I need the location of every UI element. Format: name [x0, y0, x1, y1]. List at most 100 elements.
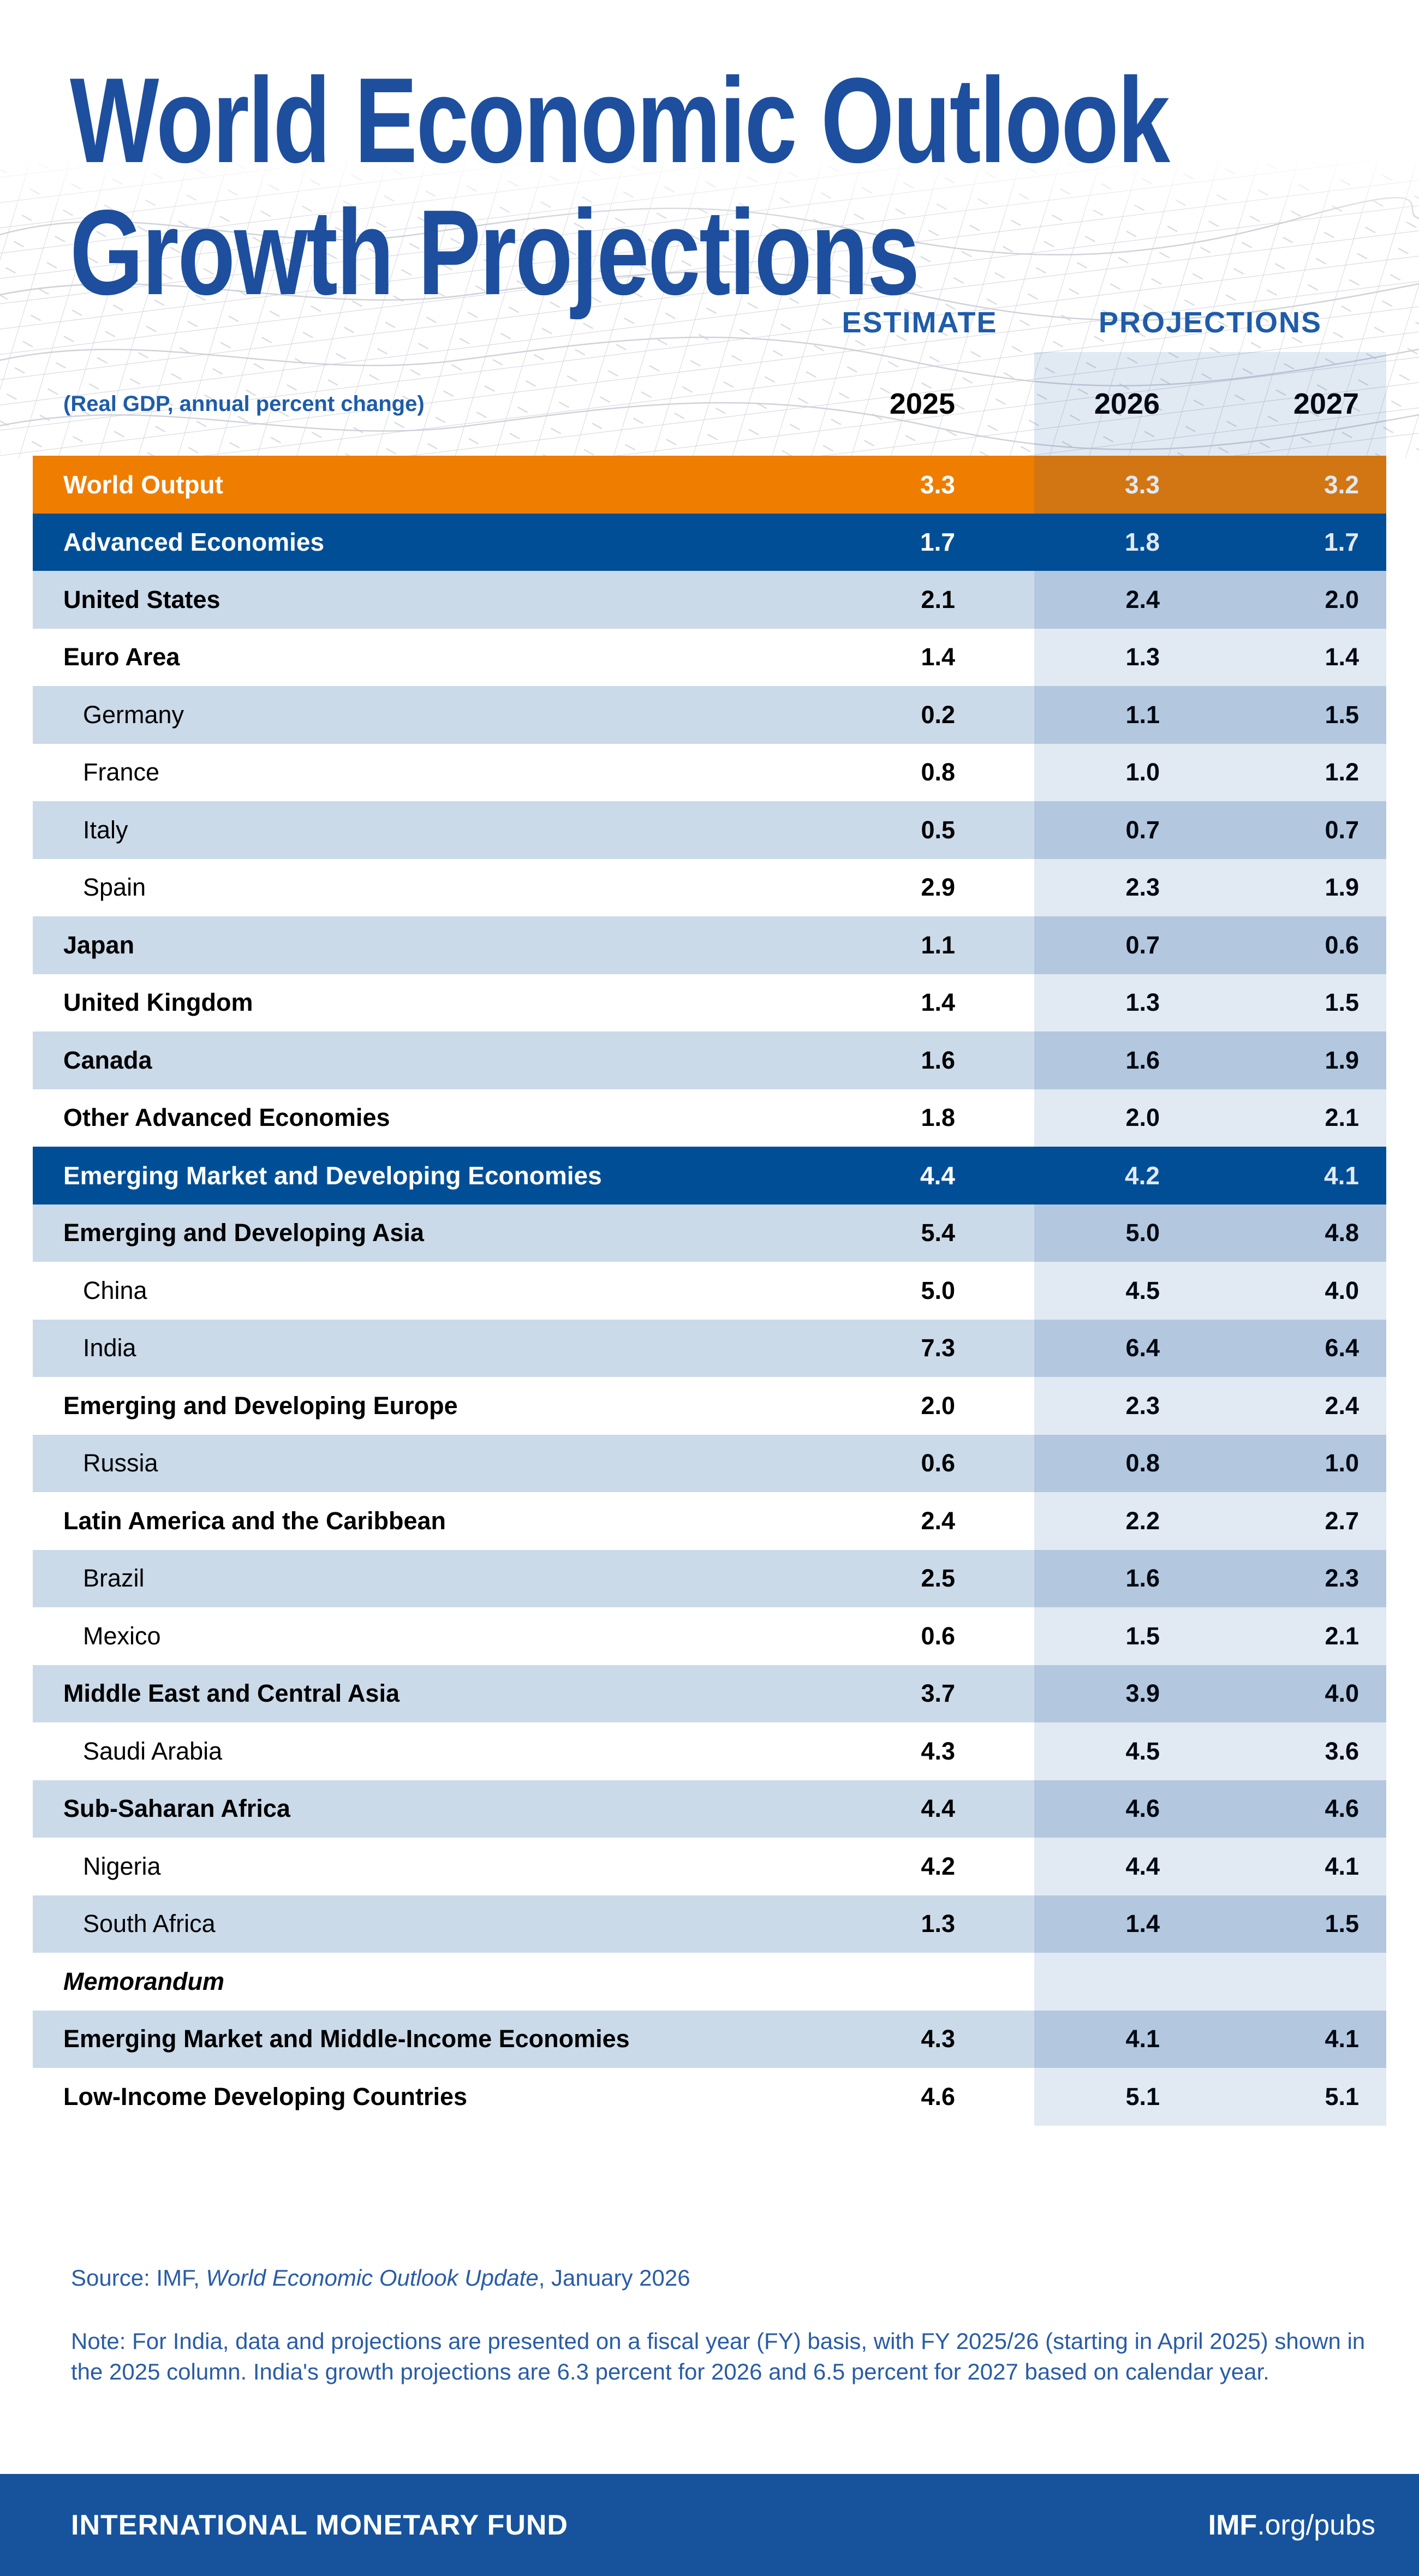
- table-row: India 7.3 6.4 6.4: [33, 1319, 1386, 1377]
- table-row: Emerging and Developing Asia 5.4 5.0 4.8: [33, 1204, 1386, 1262]
- row-value-2027: 4.1: [1325, 2025, 1359, 2053]
- row-value-2025: 0.5: [921, 815, 955, 844]
- row-value-2026: 1.4: [1125, 1910, 1160, 1938]
- source-publication-title: World Economic Outlook Update: [206, 2265, 539, 2291]
- imf-pubs-link[interactable]: IMF.org/pubs: [1208, 2509, 1375, 2542]
- row-label: Spain: [83, 873, 146, 902]
- row-value-2026: 5.1: [1125, 2082, 1160, 2110]
- column-group-estimate-label: ESTIMATE: [842, 306, 998, 339]
- row-value-2026: 5.0: [1125, 1219, 1160, 1247]
- row-label: Russia: [83, 1449, 158, 1477]
- row-value-2027: 3.2: [1324, 470, 1359, 499]
- row-value-2025: 1.6: [921, 1046, 955, 1074]
- row-value-2025: 1.4: [921, 988, 955, 1017]
- row-value-2025: 4.4: [920, 1161, 955, 1190]
- row-value-2025: 2.4: [921, 1506, 955, 1535]
- row-label: India: [83, 1334, 136, 1362]
- table-row: Other Advanced Economies 1.8 2.0 2.1: [33, 1089, 1386, 1147]
- table-row: Sub-Saharan Africa 4.4 4.6 4.6: [33, 1780, 1386, 1838]
- row-value-2026: 1.3: [1125, 643, 1160, 671]
- row-value-2026: 1.6: [1125, 1046, 1160, 1074]
- row-value-2025: 4.3: [921, 1737, 955, 1765]
- row-value-2026: 3.9: [1125, 1679, 1160, 1708]
- table-row: Nigeria 4.2 4.4 4.1: [33, 1838, 1386, 1895]
- row-value-2026: 1.8: [1125, 528, 1160, 557]
- table-row: Emerging Market and Developing Economies…: [33, 1147, 1386, 1204]
- table-row: Emerging and Developing Europe 2.0 2.3 2…: [33, 1377, 1386, 1435]
- row-value-2025: 0.6: [921, 1621, 955, 1650]
- row-value-2026: 2.0: [1125, 1104, 1160, 1132]
- table-row: South Africa 1.3 1.4 1.5: [33, 1895, 1386, 1953]
- table-row: Mexico 0.6 1.5 2.1: [33, 1607, 1386, 1665]
- table-rows: World Output 3.3 3.3 3.2 Advanced Econom…: [0, 456, 1419, 2126]
- india-fiscal-year-note: Note: For India, data and projections ar…: [71, 2328, 1366, 2384]
- row-value-2027: 4.6: [1325, 1794, 1359, 1823]
- row-value-2027: 2.1: [1325, 1104, 1359, 1132]
- row-value-2027: 1.2: [1325, 758, 1359, 786]
- row-value-2025: 2.9: [921, 873, 955, 902]
- row-value-2025: 2.0: [921, 1391, 955, 1420]
- row-value-2027: 1.9: [1325, 1046, 1359, 1074]
- row-value-2026: 2.4: [1125, 585, 1160, 613]
- row-value-2026: 4.5: [1125, 1276, 1160, 1304]
- table-row: Japan 1.1 0.7 0.6: [33, 916, 1386, 974]
- row-value-2026: 4.4: [1125, 1852, 1160, 1880]
- row-value-2025: 0.2: [921, 700, 955, 729]
- row-label: Emerging Market and Developing Economies: [63, 1161, 602, 1190]
- table-row: Low-Income Developing Countries 4.6 5.1 …: [33, 2068, 1386, 2126]
- table-row: Saudi Arabia 4.3 4.5 3.6: [33, 1722, 1386, 1780]
- table-row: World Output 3.3 3.3 3.2: [33, 456, 1386, 514]
- row-label: United Kingdom: [63, 988, 253, 1017]
- row-label: United States: [63, 585, 220, 613]
- row-value-2027: 0.7: [1325, 815, 1359, 844]
- row-value-2027: 2.1: [1325, 1621, 1359, 1650]
- row-value-2026: 4.5: [1125, 1737, 1160, 1765]
- row-value-2026: 1.5: [1125, 1621, 1160, 1650]
- row-value-2027: 1.0: [1325, 1449, 1359, 1477]
- row-value-2025: 1.8: [921, 1104, 955, 1132]
- table-row: Russia 0.6 0.8 1.0: [33, 1434, 1386, 1492]
- row-value-2025: 0.8: [921, 758, 955, 786]
- row-value-2027: 4.0: [1325, 1679, 1359, 1708]
- table-row: Euro Area 1.4 1.3 1.4: [33, 629, 1386, 687]
- row-value-2026: 1.1: [1125, 700, 1160, 729]
- table-row: France 0.8 1.0 1.2: [33, 744, 1386, 802]
- row-value-2027: 2.3: [1325, 1564, 1359, 1593]
- row-label: Advanced Economies: [63, 528, 325, 557]
- row-value-2026: 0.8: [1125, 1449, 1160, 1477]
- row-value-2025: 4.6: [921, 2082, 955, 2110]
- row-label: China: [83, 1276, 147, 1304]
- source-suffix: , January 2026: [538, 2265, 690, 2291]
- imf-pubs-link-bold: IMF: [1208, 2509, 1257, 2541]
- year-column-2025: 2025: [889, 387, 955, 420]
- row-value-2026: 2.3: [1125, 1391, 1160, 1420]
- row-value-2025: 4.4: [921, 1794, 955, 1823]
- row-value-2027: 1.9: [1325, 873, 1359, 902]
- row-value-2027: 3.6: [1325, 1737, 1359, 1765]
- table-header-row: (Real GDP, annual percent change) 2025 2…: [33, 352, 1386, 456]
- row-label: Middle East and Central Asia: [63, 1679, 400, 1708]
- row-value-2027: 2.7: [1325, 1506, 1359, 1535]
- row-label: Euro Area: [63, 643, 180, 671]
- table-row: Italy 0.5 0.7 0.7: [33, 801, 1386, 859]
- growth-table: (Real GDP, annual percent change) 2025 2…: [0, 352, 1419, 2126]
- row-label: Japan: [63, 931, 135, 959]
- source-prefix: Source: IMF,: [71, 2265, 206, 2291]
- table-row: Brazil 2.5 1.6 2.3: [33, 1549, 1386, 1607]
- row-value-2026: 2.3: [1125, 873, 1160, 902]
- year-column-2027: 2027: [1293, 387, 1359, 420]
- row-label: Emerging Market and Middle-Income Econom…: [63, 2025, 630, 2053]
- row-label: Mexico: [83, 1621, 161, 1650]
- row-value-2027: 1.5: [1325, 988, 1359, 1017]
- row-label: Italy: [83, 815, 128, 844]
- imf-pubs-link-rest: .org/pubs: [1257, 2509, 1375, 2541]
- footer-bar: INTERNATIONAL MONETARY FUND IMF.org/pubs: [0, 2474, 1419, 2576]
- row-label: Emerging and Developing Europe: [63, 1391, 458, 1420]
- page-title: World Economic Outlook Growth Projections: [70, 55, 1170, 319]
- year-column-2026: 2026: [1094, 387, 1160, 420]
- row-label: Sub-Saharan Africa: [63, 1794, 290, 1823]
- row-label: Emerging and Developing Asia: [63, 1219, 424, 1247]
- row-value-2025: 5.0: [921, 1276, 955, 1304]
- row-value-2026: 3.3: [1125, 470, 1160, 499]
- row-value-2025: 3.7: [921, 1679, 955, 1708]
